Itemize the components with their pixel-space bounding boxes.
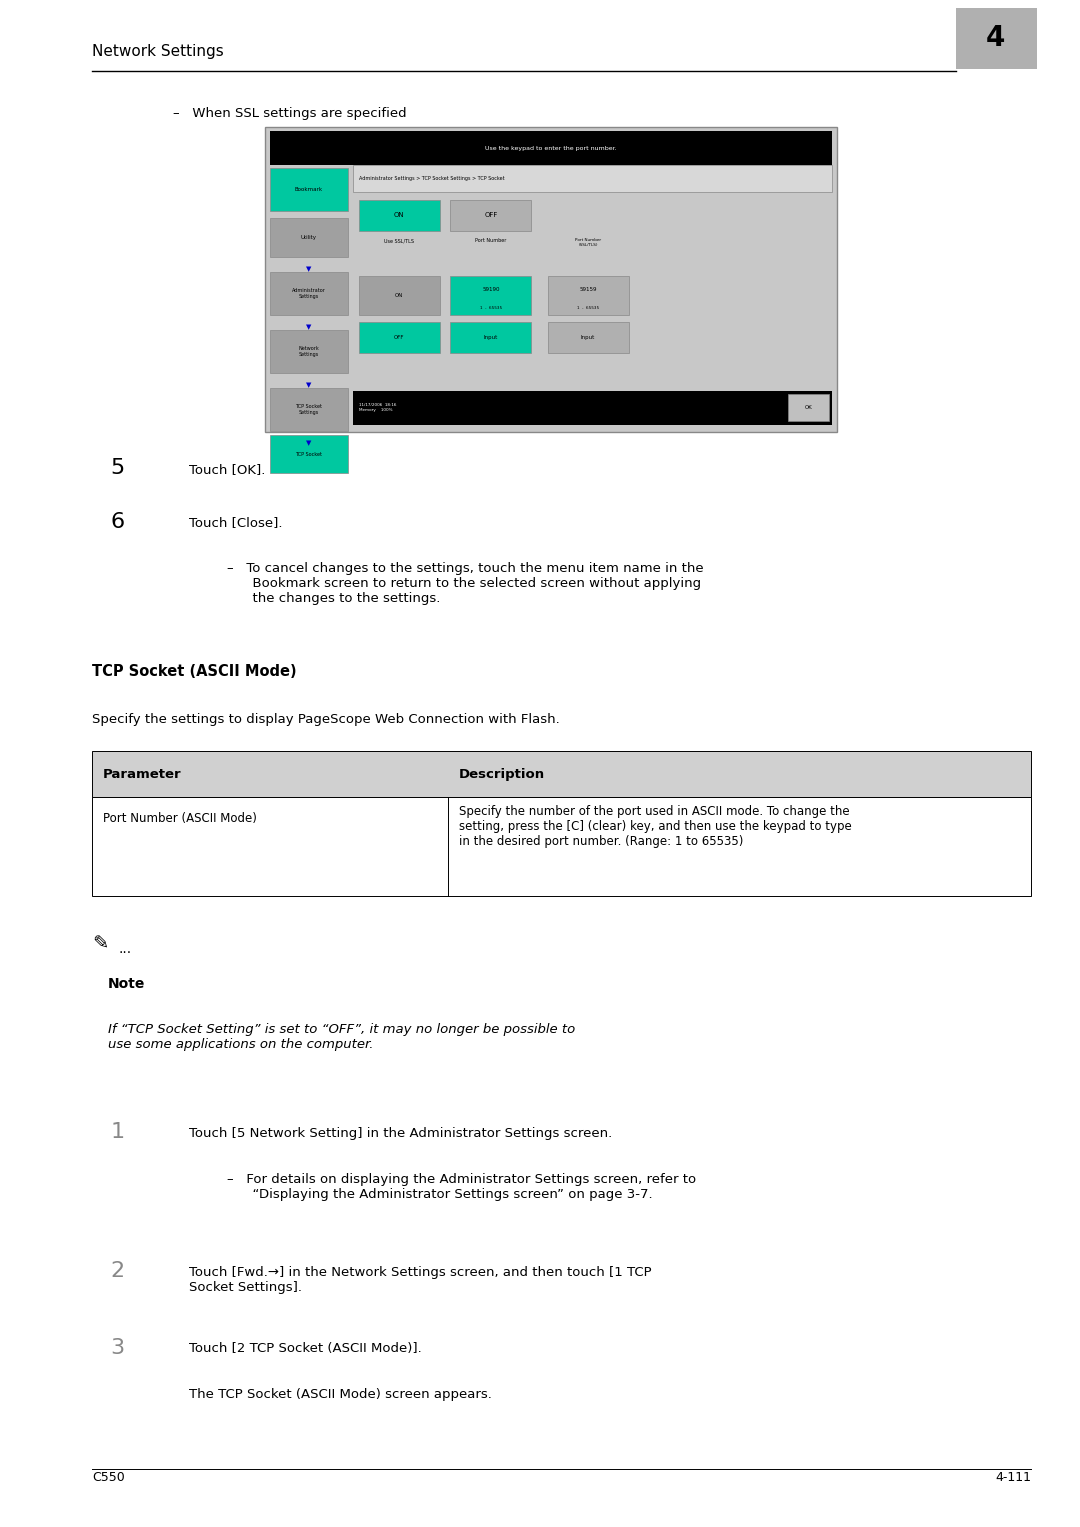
FancyBboxPatch shape: [450, 276, 531, 315]
Text: Port Number
(SSL/TLS): Port Number (SSL/TLS): [575, 238, 602, 247]
Text: ▼: ▼: [307, 266, 311, 272]
Text: 59159: 59159: [579, 287, 597, 292]
Text: TCP Socket
Settings: TCP Socket Settings: [296, 403, 322, 415]
Text: 1  -  65535: 1 - 65535: [480, 305, 502, 310]
Text: ▼: ▼: [307, 440, 311, 446]
Text: 59190: 59190: [482, 287, 500, 292]
Text: Utility: Utility: [301, 235, 316, 240]
Text: 4-111: 4-111: [996, 1471, 1031, 1484]
Text: Administrator Settings > TCP Socket Settings > TCP Socket: Administrator Settings > TCP Socket Sett…: [359, 176, 504, 182]
Text: Use the keypad to enter the port number.: Use the keypad to enter the port number.: [485, 145, 617, 151]
FancyBboxPatch shape: [450, 322, 531, 353]
FancyBboxPatch shape: [788, 394, 829, 421]
Text: Input: Input: [484, 334, 498, 341]
FancyBboxPatch shape: [270, 131, 832, 165]
Text: Network
Settings: Network Settings: [298, 345, 320, 357]
Text: Network Settings: Network Settings: [92, 44, 224, 58]
Text: ON: ON: [395, 293, 403, 298]
Text: ✎: ✎: [92, 935, 108, 953]
Text: ...: ...: [119, 942, 132, 956]
FancyBboxPatch shape: [548, 276, 629, 315]
FancyBboxPatch shape: [270, 272, 348, 315]
Text: 1: 1: [110, 1122, 124, 1142]
Text: Parameter: Parameter: [103, 768, 181, 780]
Text: OK: OK: [805, 405, 813, 411]
Text: 4: 4: [986, 24, 1005, 52]
Text: OFF: OFF: [484, 212, 498, 218]
FancyBboxPatch shape: [359, 200, 440, 231]
FancyBboxPatch shape: [270, 435, 348, 473]
Text: Touch [Close].: Touch [Close].: [189, 516, 283, 530]
Text: 5: 5: [110, 458, 124, 478]
Text: TCP Socket: TCP Socket: [296, 452, 322, 457]
FancyBboxPatch shape: [548, 322, 629, 353]
Text: –   To cancel changes to the settings, touch the menu item name in the
      Boo: – To cancel changes to the settings, tou…: [227, 562, 703, 605]
FancyBboxPatch shape: [956, 8, 1037, 69]
Text: OFF: OFF: [394, 334, 404, 341]
Text: Touch [Fwd.→] in the Network Settings screen, and then touch [1 TCP
Socket Setti: Touch [Fwd.→] in the Network Settings sc…: [189, 1266, 651, 1293]
Text: Input: Input: [581, 334, 595, 341]
Text: ▼: ▼: [307, 324, 311, 330]
Text: ON: ON: [394, 212, 404, 218]
Text: Touch [5 Network Setting] in the Administrator Settings screen.: Touch [5 Network Setting] in the Adminis…: [189, 1127, 612, 1141]
Text: 3: 3: [110, 1338, 124, 1358]
Text: 11/17/2006  18:16
Memory    100%: 11/17/2006 18:16 Memory 100%: [359, 403, 396, 412]
Text: C550: C550: [92, 1471, 124, 1484]
Text: The TCP Socket (ASCII Mode) screen appears.: The TCP Socket (ASCII Mode) screen appea…: [189, 1388, 491, 1402]
FancyBboxPatch shape: [270, 218, 348, 257]
FancyBboxPatch shape: [265, 127, 837, 432]
Text: 6: 6: [110, 512, 124, 531]
Text: Specify the settings to display PageScope Web Connection with Flash.: Specify the settings to display PageScop…: [92, 713, 559, 727]
FancyBboxPatch shape: [92, 751, 1031, 797]
FancyBboxPatch shape: [450, 200, 531, 231]
Text: Specify the number of the port used in ASCII mode. To change the
setting, press : Specify the number of the port used in A…: [459, 805, 852, 847]
Text: Note: Note: [108, 977, 146, 991]
Text: Bookmark: Bookmark: [295, 186, 323, 192]
Text: Administrator
Settings: Administrator Settings: [292, 287, 326, 299]
Text: ▼: ▼: [307, 382, 311, 388]
Text: Touch [OK].: Touch [OK].: [189, 463, 266, 476]
FancyBboxPatch shape: [359, 276, 440, 315]
Text: TCP Socket (ASCII Mode): TCP Socket (ASCII Mode): [92, 664, 296, 680]
FancyBboxPatch shape: [353, 165, 832, 192]
Text: 1  -  65535: 1 - 65535: [577, 305, 599, 310]
Text: Use SSL/TLS: Use SSL/TLS: [384, 238, 414, 243]
Text: –   When SSL settings are specified: – When SSL settings are specified: [173, 107, 406, 121]
Text: Touch [2 TCP Socket (ASCII Mode)].: Touch [2 TCP Socket (ASCII Mode)].: [189, 1342, 422, 1356]
FancyBboxPatch shape: [270, 168, 348, 211]
FancyBboxPatch shape: [353, 391, 832, 425]
FancyBboxPatch shape: [270, 388, 348, 431]
Text: Description: Description: [459, 768, 545, 780]
Text: Port Number (ASCII Mode): Port Number (ASCII Mode): [103, 812, 256, 826]
Text: –   For details on displaying the Administrator Settings screen, refer to
      : – For details on displaying the Administ…: [227, 1173, 696, 1200]
FancyBboxPatch shape: [92, 797, 1031, 896]
FancyBboxPatch shape: [359, 322, 440, 353]
Text: If “TCP Socket Setting” is set to “OFF”, it may no longer be possible to
use som: If “TCP Socket Setting” is set to “OFF”,…: [108, 1023, 576, 1051]
Text: 2: 2: [110, 1261, 124, 1281]
FancyBboxPatch shape: [270, 330, 348, 373]
Text: Port Number: Port Number: [475, 238, 507, 243]
